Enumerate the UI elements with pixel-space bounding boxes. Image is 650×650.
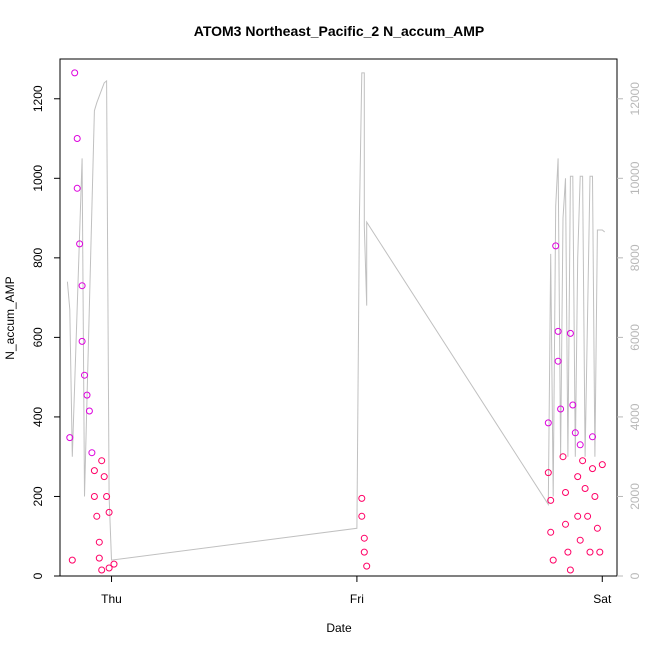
data-point — [562, 520, 569, 528]
right-tick-label-4: 8000 — [628, 244, 642, 271]
data-point — [73, 184, 81, 192]
data-point — [81, 371, 88, 379]
left-tick-label-2: 400 — [31, 407, 45, 427]
data-point — [593, 524, 601, 532]
data-point — [571, 429, 579, 437]
right-tick-label-5: 10000 — [628, 161, 642, 195]
data-point — [547, 528, 555, 536]
data-point — [66, 434, 74, 442]
data-point — [78, 282, 86, 290]
data-point — [105, 564, 113, 572]
right-tick-label-0: 0 — [628, 572, 642, 579]
data-point — [589, 465, 596, 473]
left-y-axis: 0 200 400 600 800 1000 1200 — [31, 85, 60, 579]
data-point — [544, 469, 552, 477]
data-point — [73, 135, 81, 142]
data-point — [90, 493, 98, 500]
data-point — [581, 485, 589, 492]
data-point — [95, 554, 103, 562]
data-point — [105, 508, 113, 516]
scatter-series — [66, 69, 606, 574]
data-point — [83, 391, 91, 399]
data-point — [576, 536, 584, 544]
plot-frame — [59, 58, 618, 577]
data-point — [586, 548, 594, 556]
data-point — [574, 512, 582, 520]
right-tick-label-6: 12000 — [628, 82, 642, 116]
data-point — [103, 493, 111, 500]
data-point — [98, 566, 106, 574]
left-tick-label-4: 800 — [31, 248, 45, 268]
data-point — [562, 489, 569, 496]
data-point — [68, 556, 76, 564]
left-tick-label-5: 1000 — [31, 165, 45, 192]
data-point — [76, 240, 84, 248]
right-tick-label-1: 2000 — [628, 483, 642, 510]
secondary-line-series — [66, 72, 606, 561]
right-tick-label-2: 4000 — [628, 403, 642, 430]
right-y-axis: 0 2000 4000 6000 8000 10000 12000 — [617, 82, 642, 579]
x-tick-label-0: Thu — [101, 592, 122, 606]
data-point — [110, 560, 118, 568]
data-point — [78, 337, 86, 345]
data-point — [574, 473, 582, 481]
data-point — [569, 401, 577, 409]
data-point — [566, 329, 574, 337]
y-axis-label: N_accum_AMP — [3, 276, 17, 359]
data-point — [557, 405, 565, 413]
data-point — [98, 457, 106, 465]
data-point — [559, 453, 567, 461]
x-axis-label: Date — [326, 621, 352, 635]
data-point — [544, 419, 552, 427]
data-point — [579, 457, 587, 465]
data-point — [589, 433, 596, 441]
left-tick-label-6: 1200 — [31, 85, 45, 112]
data-point — [360, 534, 368, 542]
data-point — [552, 242, 560, 250]
left-tick-label-0: 0 — [31, 572, 45, 579]
secondary-line — [66, 72, 606, 561]
data-point — [547, 496, 555, 504]
x-tick-label-1: Fri — [350, 592, 364, 606]
left-tick-label-1: 200 — [31, 486, 45, 506]
data-point — [358, 512, 366, 520]
data-point — [95, 538, 103, 546]
data-point — [554, 357, 562, 365]
data-point — [564, 548, 572, 556]
data-point — [566, 566, 574, 574]
data-point — [358, 494, 366, 502]
data-point — [598, 461, 606, 469]
x-axis: Thu Fri Sat — [101, 576, 612, 606]
data-point — [85, 407, 93, 415]
data-point — [88, 449, 96, 457]
data-point — [363, 562, 371, 570]
data-point — [549, 556, 557, 564]
x-tick-label-2: Sat — [593, 592, 612, 606]
data-point — [596, 548, 604, 556]
data-point — [71, 69, 79, 77]
chart-title: ATOM3 Northeast_Pacific_2 N_accum_AMP — [194, 23, 484, 39]
data-point — [576, 441, 584, 449]
data-point — [100, 473, 108, 481]
data-point — [584, 512, 592, 520]
data-point — [93, 512, 101, 520]
data-point — [554, 327, 562, 335]
data-point — [360, 548, 368, 556]
data-point — [90, 467, 98, 475]
right-tick-label-3: 6000 — [628, 324, 642, 351]
left-tick-label-3: 600 — [31, 327, 45, 347]
data-point — [591, 493, 599, 500]
